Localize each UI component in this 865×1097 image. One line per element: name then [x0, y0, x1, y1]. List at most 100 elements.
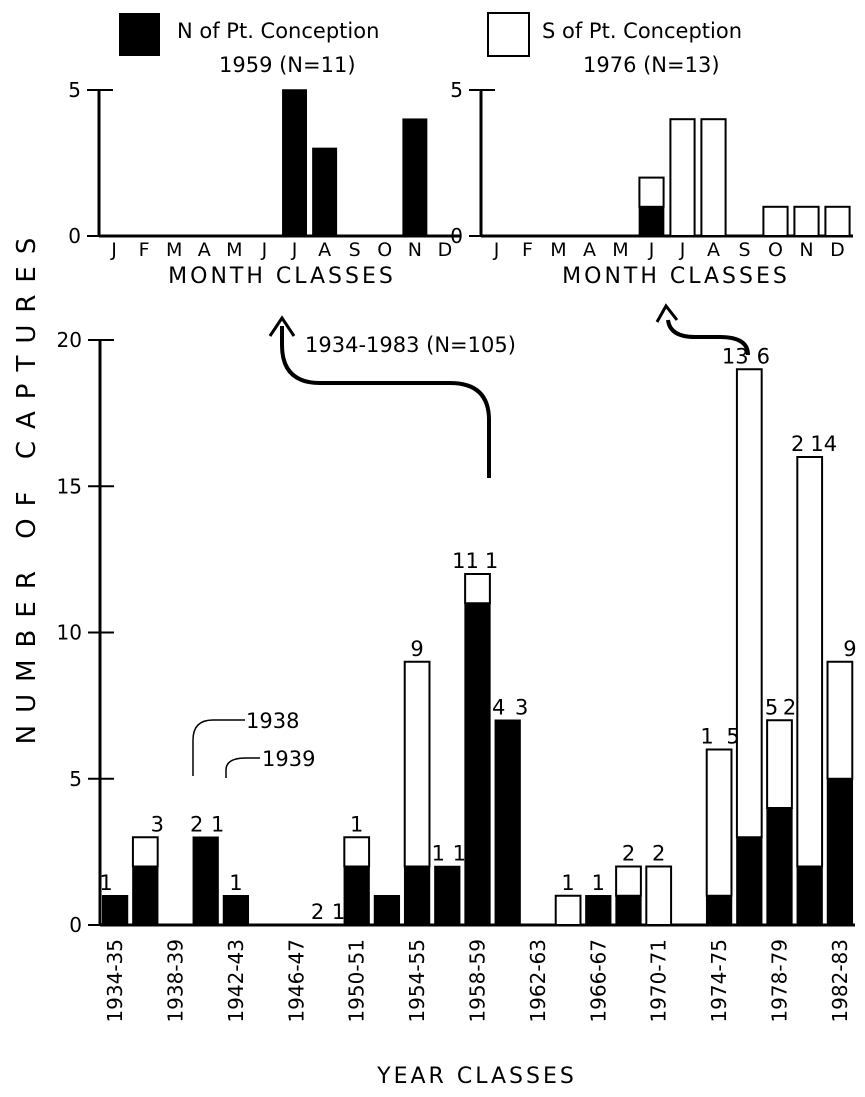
main-bar-north-20 [705, 895, 733, 926]
panel-1976-xtick-0: J [493, 239, 500, 261]
main-xtick-18: 1970-71 [647, 939, 671, 1023]
main-bar-label-23: 5 [765, 695, 778, 719]
callout-1938: 1938 [246, 709, 299, 733]
legend-north-label: N of Pt. Conception [177, 19, 379, 43]
panel-1976-ytick-label-0: 0 [450, 224, 463, 248]
main-bar-north-4 [222, 895, 250, 926]
main-bar-north-1 [132, 865, 159, 926]
panel-1976-xtick-6: J [679, 239, 686, 261]
panel-1976-ytick-label-5: 5 [450, 78, 463, 102]
main-bar-label-11: 11 [452, 549, 479, 573]
main-bar-label-6: 1 [332, 900, 345, 924]
main-bar-label-5: 2 [311, 900, 324, 924]
panel-1959-bar-north-7 [312, 147, 338, 237]
panel-1959-bar-north-10 [402, 118, 428, 237]
main-bar-label-26: 14 [810, 432, 837, 456]
main-bar-label-12: 1 [485, 549, 498, 573]
panel-1976-xtick-5: J [648, 239, 655, 261]
callout-1939: 1939 [262, 747, 315, 771]
main-bar-label-1: 3 [151, 812, 164, 836]
panel-1959-ytick-label-0: 0 [68, 224, 81, 248]
arrow-to-1976-panel [666, 319, 750, 356]
panel-1959-xtick-0: J [110, 239, 117, 261]
main-bar-south-18 [645, 865, 673, 926]
main-xtick-0: 1934-35 [103, 939, 127, 1023]
main-bar-label-13: 4 [492, 695, 505, 719]
main-bar-north-23 [796, 865, 823, 926]
main-xtick-8: 1950-51 [345, 939, 369, 1023]
panel-1976-bar-south-6 [669, 118, 696, 237]
panel-1959-ytick-label-5: 5 [68, 78, 81, 102]
panel-1976-xtick-9: O [768, 239, 783, 261]
main-xtick-4: 1942-43 [224, 939, 248, 1023]
main-bar-label-22: 6 [757, 344, 770, 368]
panel-1959-xtick-7: A [318, 239, 331, 261]
panel-1976-xtick-10: N [799, 239, 813, 261]
main-bar-south-22 [766, 719, 793, 809]
main-bar-north-11 [434, 865, 461, 926]
main-bar-label-9: 1 [432, 842, 445, 866]
main-bar-north-16 [585, 895, 612, 926]
panel-1976-xtick-3: A [583, 239, 596, 261]
main-xtick-16: 1966-67 [586, 939, 610, 1023]
main-bar-north-22 [766, 807, 793, 926]
main-bar-label-10: 1 [453, 842, 466, 866]
legend-south-label: S of Pt. Conception [542, 19, 742, 43]
panel-1976-xtick-2: M [550, 239, 566, 261]
main-bar-north-13 [494, 719, 521, 926]
legend-swatch-north [119, 13, 160, 56]
main-bar-south-8 [343, 836, 371, 868]
panel-1959-xtick-11: D [438, 239, 453, 261]
panel-1959-xtick-6: J [291, 239, 298, 261]
main-bar-north-8 [343, 865, 370, 926]
main-xlabel: YEAR CLASSES [376, 1064, 577, 1089]
panel-1959-xtick-2: M [166, 239, 182, 261]
panel-1976-xlabel: MONTH CLASSES [562, 264, 790, 289]
panel-1959-xtick-5: J [261, 239, 268, 261]
main-bar-north-10 [403, 865, 431, 926]
panel-1976-xtick-7: A [707, 239, 720, 261]
main-xtick-12: 1958-59 [466, 939, 490, 1023]
main-bar-label-21: 13 [722, 344, 749, 368]
panel-1959-xtick-8: S [349, 239, 361, 261]
main-bar-north-3 [192, 836, 219, 926]
main-bar-label-20: 5 [726, 725, 739, 749]
main-bar-north-17 [615, 895, 642, 926]
main-bar-south-21 [735, 368, 763, 839]
panel-1959-xtick-3: A [198, 239, 211, 261]
main-ytick-label-20: 20 [57, 328, 82, 352]
arrow-to-1959-panel [280, 326, 491, 478]
y-axis-label: NUMBER OF CAPTURES [12, 226, 42, 745]
main-xtick-20: 1974-75 [707, 939, 731, 1023]
main-xtick-2: 1938-39 [164, 939, 188, 1023]
main-bar-north-9 [373, 895, 401, 926]
main-bar-label-3: 1 [211, 812, 224, 836]
panel-1976-xtick-1: F [522, 239, 533, 261]
main-bar-label-25: 2 [791, 432, 804, 456]
panel-1959-xtick-4: M [226, 239, 242, 261]
panel-1976-xtick-11: D [830, 239, 845, 261]
main-bar-south-15 [554, 894, 582, 926]
panel-1959-title: 1959 (N=11) [219, 53, 356, 77]
panel-1976-bar-north-5 [638, 206, 665, 237]
arrowhead-1959 [268, 315, 296, 337]
main-bar-label-17: 2 [622, 842, 635, 866]
main-ytick-label-0: 0 [69, 913, 82, 937]
main-xtick-10: 1954-55 [405, 939, 429, 1023]
main-bar-label-19: 1 [700, 725, 713, 749]
main-bar-south-23 [796, 456, 824, 868]
callout-leader-1938 [192, 719, 245, 776]
main-xtick-24: 1982-83 [828, 939, 852, 1023]
main-bar-south-10 [403, 660, 431, 868]
main-ytick-label-10: 10 [57, 621, 82, 645]
main-bar-label-16: 1 [592, 871, 605, 895]
main-bar-north-24 [826, 778, 854, 926]
main-bar-label-27: 9 [843, 637, 856, 661]
main-bar-label-2: 2 [190, 812, 203, 836]
panel-1959-xtick-9: O [377, 239, 392, 261]
main-xtick-14: 1962-63 [526, 939, 550, 1023]
range-annotation: 1934-1983 (N=105) [305, 333, 516, 357]
main-bar-label-4: 1 [229, 871, 242, 895]
panel-1976-bar-south-10 [793, 205, 820, 238]
main-bar-south-20 [705, 748, 733, 897]
